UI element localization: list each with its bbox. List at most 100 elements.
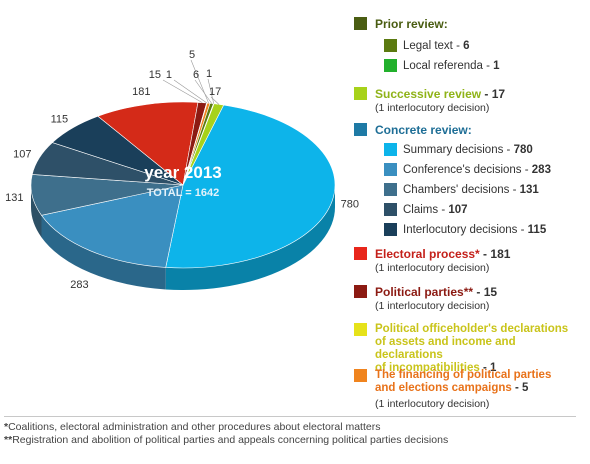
legend-count: 5 — [522, 382, 529, 394]
legend-title-line: of assets and income and declarations — [375, 336, 516, 361]
legend-swatch — [384, 183, 397, 196]
legend-title-block: The financing of political parties and e… — [375, 369, 552, 394]
legend-title: Prior review: — [375, 17, 448, 31]
legend-swatch — [384, 163, 397, 176]
footnotes: *Coalitions, electoral administration an… — [4, 416, 576, 447]
legend-item-label: Chambers' decisions — [403, 184, 510, 196]
legend-title-wrap: Electoral process* - 181 — [375, 247, 511, 261]
legend-swatch — [354, 285, 367, 298]
label-leader-lines — [162, 59, 220, 105]
pie-slice-side-conference-s-decisions — [41, 215, 166, 290]
legend-swatch — [354, 247, 367, 260]
legend-note: (1 interlocutory decision) — [375, 300, 490, 312]
footnote-text: Coalitions, electoral administration and… — [8, 421, 381, 433]
legend-title: Electoral process* — [375, 247, 480, 261]
legend-title-line: The financing of political parties — [375, 369, 552, 381]
legend-count: 181 — [490, 247, 511, 261]
legend-count: 17 — [491, 87, 506, 101]
legend-item-count: 1 — [493, 60, 500, 72]
legend-item-count: 780 — [513, 144, 533, 156]
legend-item-label: Local referenda — [403, 60, 483, 72]
legend-item-conference-decisions: Conference's decisions - 283 — [384, 162, 584, 178]
slice-label-political-parties: 15 — [149, 69, 161, 81]
legend-group-concrete-review: Concrete review: Summary decisions - 780… — [354, 122, 586, 236]
slice-label-successive-review: 17 — [209, 86, 221, 98]
legend-item-count: 107 — [448, 204, 468, 216]
leader-line-legal-text — [194, 79, 213, 104]
slice-label-chambers-decisions: 131 — [5, 192, 23, 204]
legend-swatch — [354, 323, 367, 336]
footnote-mark: ** — [4, 434, 13, 446]
slice-label-conference-s-decisions: 283 — [70, 279, 88, 291]
legend-item-label: Legal text — [403, 40, 453, 52]
legend-item-chambers-decisions: Chambers' decisions - 131 — [384, 182, 584, 198]
legend-note: (1 interlocutory decision) — [375, 102, 490, 114]
leader-line-the-financing-of-political-parties — [190, 59, 209, 104]
legend-title: Successive review — [375, 87, 482, 101]
legend-group-successive-review: Successive review - 17 (1 interlocutory … — [354, 86, 586, 114]
legend-swatch — [384, 203, 397, 216]
legend-item-label: Interlocutory decisions — [403, 224, 518, 236]
legend-item-claims: Claims - 107 — [384, 202, 584, 218]
legend-swatch — [384, 39, 397, 52]
footnote-text: Registration and abolition of political … — [12, 434, 449, 446]
legend-item-label: Summary decisions — [403, 144, 504, 156]
leader-line-successive-review — [210, 96, 220, 105]
legend-item-summary-decisions: Summary decisions - 780 — [384, 142, 584, 158]
legend-item-count: 283 — [531, 164, 551, 176]
legend-note: (1 interlocutory decision) — [375, 262, 490, 274]
footnote-mark: * — [4, 421, 9, 433]
slice-label-legal-text: 6 — [193, 69, 199, 81]
legend-swatch — [384, 143, 397, 156]
slice-label-local-referenda: 1 — [206, 68, 212, 80]
legend-count: 15 — [483, 285, 498, 299]
chart-center-title: year 2013 — [144, 163, 222, 182]
pie-slice-successive-review — [182, 103, 225, 186]
legend-count: 1 — [490, 362, 497, 374]
legend-title: Political parties** — [375, 285, 474, 299]
legend-title-block: Political officeholder's declarations of… — [375, 323, 586, 375]
legend-item-label: Conference's decisions — [403, 164, 522, 176]
legend-item-local-referenda: Local referenda - 1 — [384, 58, 584, 74]
slice-label-electoral-process: 181 — [132, 86, 150, 98]
legend-title-line: of incompatibilities — [375, 362, 480, 374]
legend-group-prior-review: Prior review: Legal text - 6 Local refer… — [354, 16, 586, 72]
legend-note: (1 interlocutory decision) — [375, 398, 490, 410]
legend-item-interlocutory-decisions: Interlocutory decisions - 115 — [384, 222, 584, 238]
legend-group-electoral-process: Electoral process* - 181 (1 interlocutor… — [354, 246, 586, 274]
footnote-electoral: *Coalitions, electoral administration an… — [4, 421, 576, 434]
slice-label-political-officeholder-s-declarations: 1 — [166, 69, 172, 81]
legend-swatch — [384, 223, 397, 236]
legend-item-count: 6 — [463, 40, 470, 52]
slice-label-interlocutory-decisions: 115 — [51, 113, 69, 125]
slice-label-claims: 107 — [13, 148, 31, 160]
chart-center-total: TOTAL = 1642 — [147, 187, 219, 199]
leader-line-political-officeholder-s-declarations — [173, 79, 208, 104]
slice-label-the-financing-of-political-parties: 5 — [189, 49, 195, 61]
legend-title-line: and elections campaigns — [375, 382, 512, 394]
pie-slice-summary-decisions — [165, 104, 336, 269]
leader-line-local-referenda — [207, 78, 215, 104]
pie-slice-side-summary-decisions — [165, 185, 335, 290]
slice-label-summary-decisions: 780 — [341, 199, 359, 211]
legend-title-wrap: Political parties** - 15 — [375, 285, 498, 299]
legend-title: Concrete review: — [375, 123, 472, 137]
legend-group-political-parties: Political parties** - 15 (1 interlocutor… — [354, 284, 586, 312]
legend-swatch — [354, 369, 367, 382]
legend-swatch — [354, 17, 367, 30]
pie-slice-side-chambers-decisions — [31, 185, 42, 238]
legend-item-legal-text: Legal text - 6 — [384, 38, 584, 54]
legend-item-count: 131 — [519, 184, 539, 196]
legend-item-count: 115 — [527, 224, 547, 236]
legend-swatch — [384, 59, 397, 72]
pie-slice-electoral-process — [97, 101, 199, 186]
legend-title-wrap: Successive review - 17 — [375, 87, 506, 101]
legend-swatch — [354, 123, 367, 136]
footnote-parties: **Registration and abolition of politica… — [4, 434, 576, 447]
legend-item-label: Claims — [403, 204, 439, 216]
legend-swatch — [354, 87, 367, 100]
leader-line-political-parties — [162, 79, 203, 103]
pie-slice-conference-s-decisions — [40, 184, 184, 268]
